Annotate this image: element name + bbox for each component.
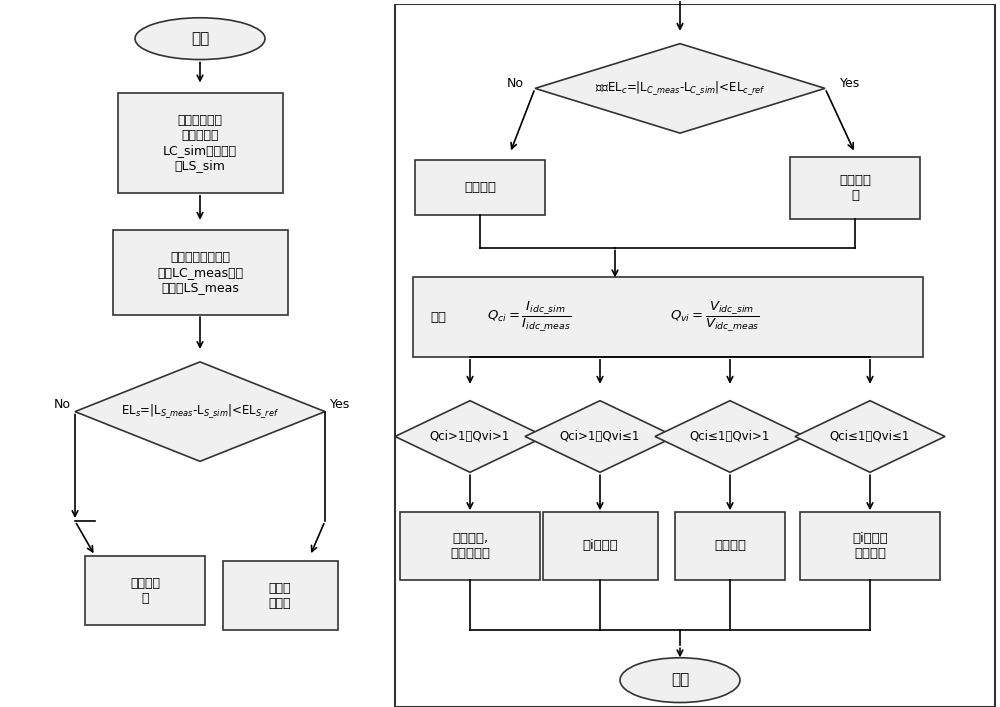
- Text: 开始: 开始: [191, 31, 209, 46]
- Polygon shape: [75, 362, 325, 462]
- Polygon shape: [795, 401, 945, 472]
- Text: No: No: [54, 398, 70, 411]
- Text: 逆变器故
障: 逆变器故 障: [130, 577, 160, 604]
- Text: 实测数据计算捕获
损耗LC_meas和系
统损耗LS_meas: 实测数据计算捕获 损耗LC_meas和系 统损耗LS_meas: [157, 251, 243, 294]
- Text: $Q_{ci}=\dfrac{I_{idc\_sim}}{I_{idc\_meas}}$: $Q_{ci}=\dfrac{I_{idc\_sim}}{I_{idc\_mea…: [487, 300, 571, 334]
- Text: 阵列故障: 阵列故障: [464, 181, 496, 194]
- FancyBboxPatch shape: [85, 556, 205, 626]
- Polygon shape: [525, 401, 675, 472]
- Polygon shape: [655, 401, 805, 472]
- Text: Yes: Yes: [840, 77, 860, 90]
- Text: Qci>1，Qvi≤1: Qci>1，Qvi≤1: [560, 430, 640, 443]
- Text: 计算: 计算: [430, 310, 446, 324]
- Text: Yes: Yes: [330, 398, 350, 411]
- Ellipse shape: [620, 658, 740, 703]
- Text: Qci>1，Qvi>1: Qci>1，Qvi>1: [430, 430, 510, 443]
- Polygon shape: [395, 401, 545, 472]
- Ellipse shape: [135, 18, 265, 59]
- Text: 第i串若干
组件故障: 第i串若干 组件故障: [852, 532, 888, 560]
- Text: Qci≤1，Qvi>1: Qci≤1，Qvi>1: [690, 430, 770, 443]
- Text: No: No: [507, 77, 524, 90]
- FancyBboxPatch shape: [395, 4, 995, 707]
- Text: 结束: 结束: [671, 672, 689, 688]
- Text: 计算EL$_c$=|L$_{C\_meas}$-L$_{C\_sim}$|<EL$_{c\_ref}$: 计算EL$_c$=|L$_{C\_meas}$-L$_{C\_sim}$|<EL…: [595, 79, 765, 98]
- Text: 阴影遮挡,
组件老化等: 阴影遮挡, 组件老化等: [450, 532, 490, 560]
- FancyBboxPatch shape: [675, 512, 785, 580]
- Text: 第i串故障: 第i串故障: [582, 539, 618, 552]
- Text: 阵列无故
障: 阵列无故 障: [839, 174, 871, 201]
- FancyBboxPatch shape: [400, 512, 540, 580]
- Text: 逆变器
无故障: 逆变器 无故障: [269, 582, 291, 609]
- FancyBboxPatch shape: [222, 561, 338, 631]
- FancyBboxPatch shape: [413, 277, 923, 357]
- FancyBboxPatch shape: [542, 512, 658, 580]
- FancyBboxPatch shape: [118, 93, 283, 193]
- Polygon shape: [535, 44, 825, 133]
- FancyBboxPatch shape: [112, 230, 288, 315]
- Text: Qci≤1，Qvi≤1: Qci≤1，Qvi≤1: [830, 430, 910, 443]
- FancyBboxPatch shape: [790, 157, 920, 218]
- Text: $Q_{vi}=\dfrac{V_{idc\_sim}}{V_{idc\_meas}}$: $Q_{vi}=\dfrac{V_{idc\_sim}}{V_{idc\_mea…: [670, 300, 760, 334]
- FancyBboxPatch shape: [415, 160, 545, 215]
- FancyBboxPatch shape: [800, 512, 940, 580]
- Text: 错误警报: 错误警报: [714, 539, 746, 552]
- Text: EL$_s$=|L$_{S\_meas}$-L$_{S\_sim}$|<EL$_{S\_ref}$: EL$_s$=|L$_{S\_meas}$-L$_{S\_sim}$|<EL$_…: [121, 403, 279, 421]
- Text: 软件仿真计算
出捕获损耗
LC_sim和系统损
耗LS_sim: 软件仿真计算 出捕获损耗 LC_sim和系统损 耗LS_sim: [163, 114, 237, 172]
